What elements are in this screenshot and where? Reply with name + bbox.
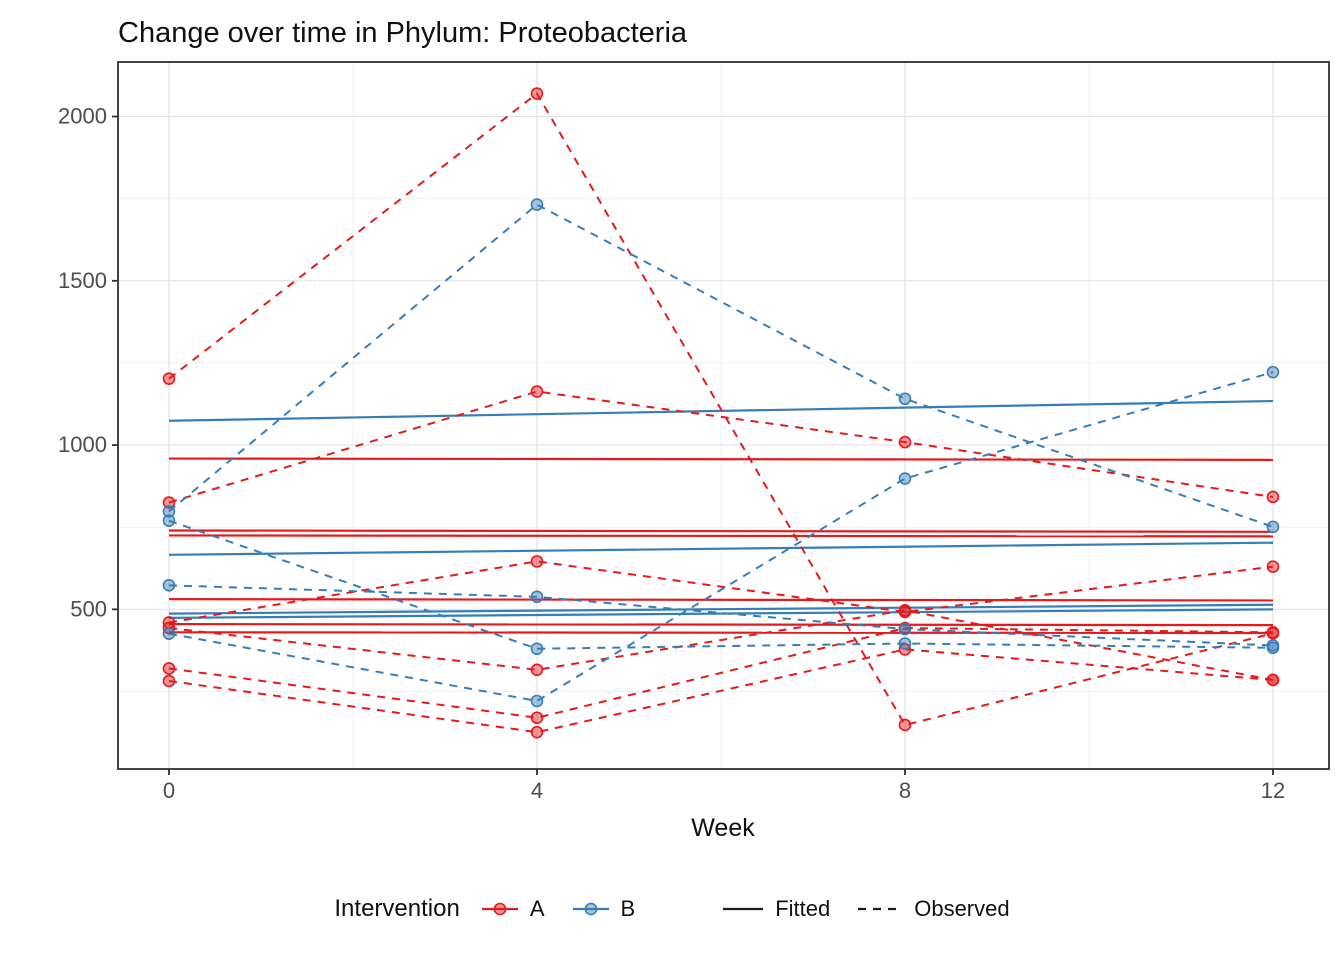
fitted-line-b bbox=[168, 541, 1273, 556]
data-point-b bbox=[1266, 365, 1280, 379]
axis-layer: 0 4 8 12 500 1000 1500 2000 bbox=[58, 61, 1330, 803]
fitted-line-a bbox=[168, 529, 1273, 533]
data-point-a bbox=[1266, 626, 1280, 639]
data-point-b bbox=[530, 198, 544, 211]
observed-line-b bbox=[168, 371, 1274, 703]
data-point-a bbox=[162, 662, 176, 675]
observed-line-b bbox=[168, 584, 1274, 647]
legend-label-observed: Observed bbox=[914, 896, 1010, 921]
data-point-b bbox=[530, 642, 544, 656]
legend-key-fitted-icon bbox=[721, 898, 765, 920]
data-point-b bbox=[162, 514, 176, 527]
data-point-a bbox=[898, 604, 912, 617]
data-point-b bbox=[1266, 520, 1280, 534]
series-layer bbox=[162, 87, 1280, 739]
data-point-a bbox=[1266, 490, 1280, 504]
data-point-a bbox=[530, 711, 544, 725]
data-point-a bbox=[898, 435, 912, 449]
data-point-b bbox=[530, 590, 544, 604]
data-point-a bbox=[162, 674, 176, 688]
x-axis-title: Week bbox=[691, 814, 755, 842]
fitted-line-b bbox=[168, 603, 1273, 615]
fitted-line-a bbox=[168, 631, 1273, 635]
panel-border bbox=[117, 61, 1330, 770]
observed-line-b bbox=[168, 519, 1273, 650]
data-point-a bbox=[1266, 673, 1280, 687]
data-point-a bbox=[530, 87, 544, 100]
x-tick-label: 4 bbox=[531, 778, 543, 803]
legend-key-a-icon bbox=[480, 898, 520, 920]
data-point-a bbox=[898, 718, 912, 732]
grid-layer bbox=[118, 62, 1329, 769]
y-tick-label: 2000 bbox=[58, 104, 107, 129]
fitted-line-b bbox=[168, 608, 1273, 619]
x-tick-label: 0 bbox=[163, 778, 175, 803]
fitted-line-a bbox=[168, 457, 1273, 461]
legend-label-a: A bbox=[529, 896, 545, 921]
legend-label-b: B bbox=[620, 896, 636, 921]
legend-label-fitted: Fitted bbox=[775, 896, 831, 921]
data-point-b bbox=[898, 472, 912, 485]
observed-line-a bbox=[168, 609, 1274, 681]
data-point-b bbox=[530, 694, 544, 708]
x-tick-label: 12 bbox=[1261, 778, 1285, 803]
fitted-line-a bbox=[168, 598, 1273, 602]
observed-line-a bbox=[168, 92, 1274, 727]
plot-canvas: Change over time in Phylum: Proteobacter… bbox=[58, 17, 1330, 842]
legend-key-b-icon bbox=[571, 898, 611, 920]
legend: Intervention A B Fitted bbox=[0, 886, 1344, 932]
y-tick-label: 1000 bbox=[58, 432, 107, 457]
data-point-a bbox=[1266, 560, 1280, 573]
legend-key-observed-icon bbox=[856, 898, 904, 920]
data-point-b bbox=[898, 392, 912, 406]
data-point-a bbox=[162, 496, 176, 509]
fitted-line-a bbox=[168, 534, 1273, 538]
data-point-a bbox=[530, 385, 544, 398]
data-point-a bbox=[162, 372, 176, 386]
data-point-b bbox=[898, 637, 912, 650]
data-point-b bbox=[1266, 641, 1280, 655]
data-point-b bbox=[162, 579, 176, 592]
data-point-b bbox=[162, 505, 176, 518]
x-tick-label: 8 bbox=[899, 778, 911, 803]
observed-line-a bbox=[168, 390, 1274, 504]
data-point-a bbox=[530, 555, 544, 568]
legend-intervention-title: Intervention bbox=[334, 895, 460, 922]
chart-title: Change over time in Phylum: Proteobacter… bbox=[118, 17, 688, 49]
fitted-line-a bbox=[168, 623, 1273, 627]
data-point-a bbox=[530, 663, 544, 677]
y-tick-label: 500 bbox=[70, 596, 107, 621]
data-point-b bbox=[898, 622, 912, 636]
observed-line-a bbox=[168, 648, 1274, 734]
data-point-b bbox=[162, 627, 176, 640]
y-tick-label: 1500 bbox=[58, 268, 107, 293]
data-point-a bbox=[530, 725, 544, 739]
observed-line-a bbox=[168, 627, 1273, 719]
